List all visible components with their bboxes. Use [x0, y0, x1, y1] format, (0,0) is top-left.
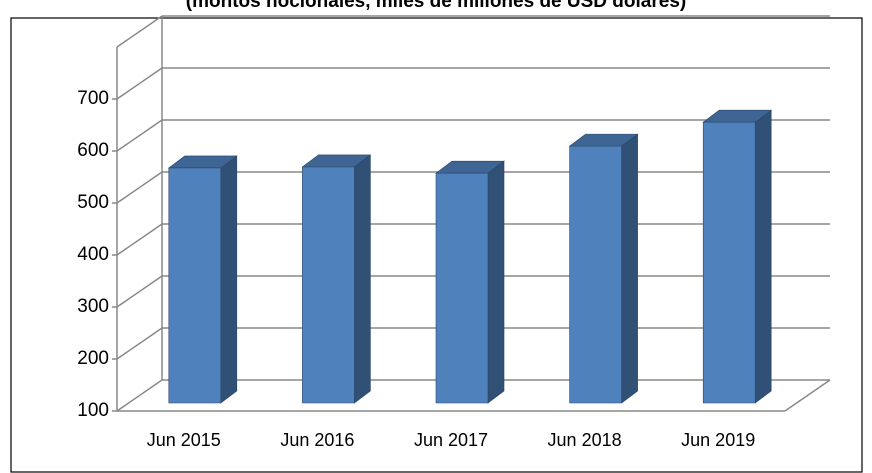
- bar-front: [702, 121, 756, 404]
- bar: [167, 155, 238, 404]
- bar-side: [354, 154, 371, 404]
- grid-line: [116, 119, 830, 152]
- bar: [301, 154, 372, 404]
- bar-front: [168, 167, 222, 404]
- y-tick-label: 400: [77, 244, 109, 265]
- y-tick-label: 100: [77, 400, 109, 421]
- bar: [435, 160, 505, 404]
- y-tick-label: 700: [77, 88, 109, 109]
- y-tick-label: 600: [77, 140, 109, 161]
- bar-side: [621, 133, 638, 404]
- chart-frame: [10, 17, 863, 473]
- x-tick-label: Jun 2017: [414, 430, 488, 450]
- y-tick-label: 500: [77, 192, 109, 213]
- x-tick-label: Jun 2015: [147, 430, 221, 450]
- bar-side: [754, 109, 772, 404]
- bar: [702, 109, 773, 404]
- x-tick-label: Jun 2016: [280, 430, 354, 450]
- bar-front: [435, 172, 489, 404]
- bar: [568, 133, 639, 404]
- bar-front: [302, 166, 355, 404]
- bar-front: [569, 145, 622, 404]
- x-tick-label: Jun 2019: [681, 430, 755, 450]
- grid-line: [116, 67, 830, 100]
- bar-side: [220, 155, 238, 404]
- diag-top: [116, 15, 163, 48]
- y-tick-label: 300: [77, 296, 109, 317]
- y-tick-label: 200: [77, 348, 109, 369]
- x-tick-label: Jun 2018: [548, 430, 622, 450]
- bar-side: [487, 160, 505, 404]
- floor-right: [784, 379, 831, 412]
- chart-title: (montos nocionales, miles de millones de…: [186, 0, 686, 12]
